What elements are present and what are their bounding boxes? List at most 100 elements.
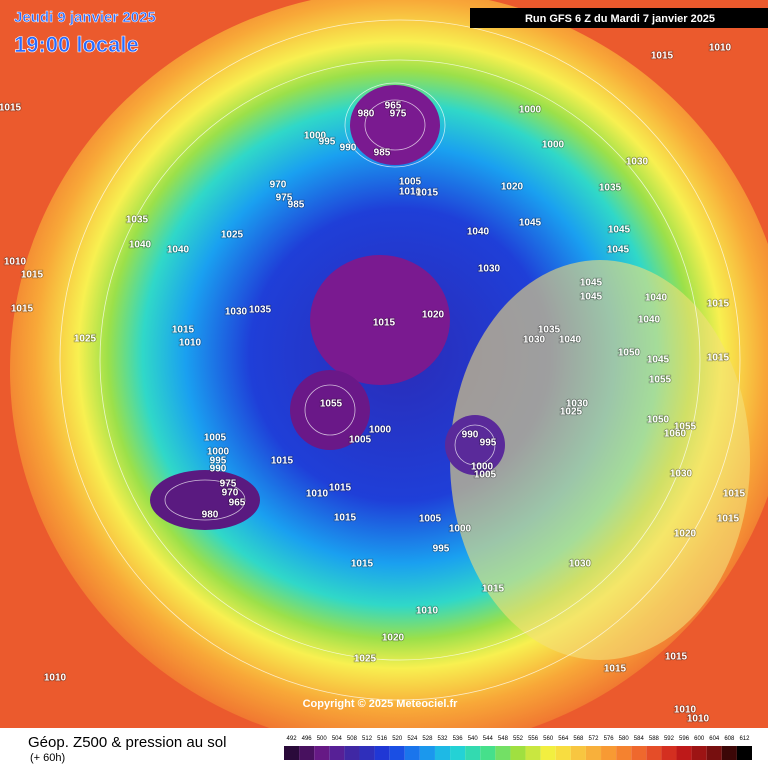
legend-swatch: [374, 746, 390, 760]
legend-label: 588: [649, 736, 660, 742]
isobar-label: 1015: [334, 513, 357, 524]
isobar-label: 995: [480, 438, 497, 449]
legend-label: 608: [724, 736, 735, 742]
isobar-label: 1035: [538, 325, 561, 336]
isobar-label: 1040: [129, 240, 152, 251]
isobar-label: 970: [270, 180, 287, 191]
isobar-label: 1030: [523, 335, 546, 346]
isobar-label: 1010: [44, 673, 67, 684]
legend-label: 612: [739, 736, 750, 742]
low: [290, 370, 370, 450]
legend-swatch: [404, 746, 420, 760]
isobar-label: 1005: [204, 433, 227, 444]
legend-label: 496: [302, 736, 313, 742]
low: [350, 85, 440, 165]
low: [445, 415, 505, 475]
legend-swatch: [736, 746, 752, 760]
legend-swatch: [706, 746, 722, 760]
isobar-label: 1000: [207, 447, 230, 458]
legend-swatch: [570, 746, 586, 760]
isobar-label: 1015: [665, 652, 688, 663]
isobar-label: 1010: [179, 338, 202, 349]
legend-swatch: [329, 746, 345, 760]
isobar-label: 1025: [560, 407, 583, 418]
isobar-label: 990: [462, 430, 479, 441]
legend-label: 568: [573, 736, 584, 742]
isobar-label: 1020: [422, 310, 445, 321]
isobar-label: 1025: [74, 334, 97, 345]
legend-label: 584: [634, 736, 645, 742]
isobar-label: 1005: [419, 514, 442, 525]
isobar-label: 1010: [416, 606, 439, 617]
isobar-label: 1055: [649, 375, 672, 386]
isobar-label: 970: [222, 488, 239, 499]
isobar-label: 1005: [399, 177, 422, 188]
isobar-label: 965: [385, 101, 402, 112]
legend-swatch: [676, 746, 692, 760]
isobar-label: 1000: [369, 425, 392, 436]
legend-swatch: [555, 746, 571, 760]
isobar-label: 1015: [0, 103, 22, 114]
isobar-label: 1005: [474, 470, 497, 481]
legend-swatch: [691, 746, 707, 760]
isobar-label: 1015: [416, 188, 439, 199]
isobar-label: 1050: [618, 348, 641, 359]
legend-swatch: [585, 746, 602, 760]
legend-label: 504: [332, 736, 343, 742]
isobar-label: 1015: [707, 299, 730, 310]
isobar-label: 1045: [607, 245, 630, 256]
isobar-label: 985: [374, 148, 391, 159]
isobars: [59, 19, 741, 701]
isobar-label: 1035: [249, 305, 272, 316]
isobar-label: 1015: [604, 664, 627, 675]
legend-swatch: [314, 746, 330, 760]
isobar-label: 1040: [638, 315, 661, 326]
legend-swatch: [601, 746, 617, 760]
legend-label: 524: [407, 736, 418, 742]
isobar-label: 1045: [608, 225, 631, 236]
footer-lead: (+ 60h): [30, 752, 65, 764]
isobar-label: 1030: [626, 157, 649, 168]
isobar-label: 1045: [647, 355, 670, 366]
legend-swatch: [540, 746, 556, 760]
legend-swatch: [389, 746, 405, 760]
isobar-label: 1055: [320, 399, 343, 410]
legend-label: 540: [468, 736, 479, 742]
isobar-label: 1045: [519, 218, 542, 229]
legend-label: 576: [604, 736, 615, 742]
legend-label: 592: [664, 736, 675, 742]
isobar-label: 1025: [221, 230, 244, 241]
isobar-label: 1015: [723, 489, 746, 500]
isobar-label: 990: [210, 464, 227, 475]
isobar-label: 1020: [382, 633, 405, 644]
isobar-label: 1015: [717, 514, 740, 525]
legend-swatch: [284, 746, 300, 760]
legend-label: 572: [588, 736, 599, 742]
legend-label: 512: [362, 736, 373, 742]
isobar-label: 1040: [467, 227, 490, 238]
isobar-label: 1000: [542, 140, 565, 151]
isobar-label: 975: [390, 109, 407, 120]
legend-swatch: [721, 746, 737, 760]
legend-swatch: [419, 746, 435, 760]
legend-label: 604: [709, 736, 720, 742]
legend-label: 560: [543, 736, 554, 742]
low: [310, 255, 450, 385]
isobar-label: 1015: [707, 353, 730, 364]
legend-swatch: [450, 746, 466, 760]
isobar-label: 1030: [566, 399, 589, 410]
run-box: [470, 8, 768, 28]
legend-label: 544: [483, 736, 494, 742]
legend-swatch: [525, 746, 541, 760]
legend-label: 516: [377, 736, 388, 742]
legend-label: 556: [528, 736, 539, 742]
isobar-label: 995: [433, 544, 450, 555]
legend-label: 532: [438, 736, 449, 742]
isobar-label: 1005: [349, 435, 372, 446]
isobar-label: 1020: [501, 182, 524, 193]
isobar-label: 1015: [651, 51, 674, 62]
isobar-label: 985: [288, 200, 305, 211]
isobar-label: 1015: [21, 270, 44, 281]
isobar-label: 1010: [674, 705, 697, 716]
